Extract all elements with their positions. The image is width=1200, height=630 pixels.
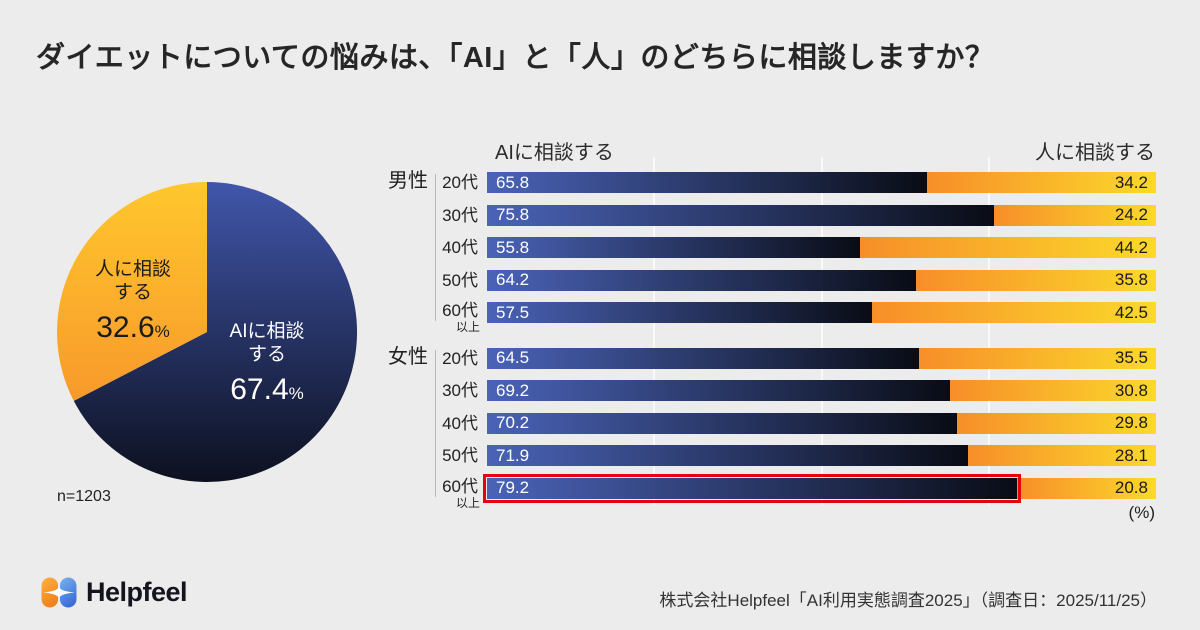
segment-ai: 75.8 [487,204,995,226]
bar-row: 65.8 34.2 [487,172,1156,193]
group-divider [435,174,436,321]
value-ai: 64.2 [496,270,530,289]
value-human: 30.8 [1114,380,1148,400]
group-label: 男性 [388,170,428,192]
bar-row: 69.2 30.8 [487,380,1156,401]
unit-label: (%) [1128,503,1155,522]
segment-human: 35.8 [916,269,1156,291]
age-label: 50代 [442,270,478,290]
segment-human: 35.5 [918,347,1156,369]
pie-label-ai-line1: AIに相談 [229,321,305,342]
value-human: 28.1 [1114,445,1148,465]
age-label: 60代 [442,476,478,496]
pie-slice-ai [73,182,358,483]
age-sublabel: 以上 [455,495,480,510]
bar-row: 55.8 44.2 [487,237,1156,258]
value-human: 34.2 [1114,172,1148,192]
value-human: 35.5 [1114,348,1148,367]
segment-human: 34.2 [927,172,1156,193]
group-divider [435,349,436,497]
bar-row: 57.5 42.5 [487,302,1156,323]
segment-human: 29.8 [956,412,1156,434]
pie-label-ai-line2: する [247,344,286,365]
value-human: 20.8 [1114,478,1148,497]
value-ai: 71.9 [496,445,530,465]
pie-label-ai: AIに相談 する 67.4% [177,320,357,410]
segment-ai: 70.2 [487,412,957,434]
pie-slice-human [57,182,207,401]
value-ai: 70.2 [496,413,530,432]
segment-human: 24.2 [994,204,1156,226]
segment-human: 42.5 [871,302,1156,323]
bar-row: 70.2 29.8 [487,412,1156,434]
segment-human: 20.8 [1016,477,1156,499]
helpfeel-logo-icon [41,577,77,608]
segment-ai: 71.9 [487,445,968,466]
age-sublabel: 以上 [455,320,480,334]
age-label: 40代 [442,413,478,433]
segment-ai: 69.2 [487,380,950,401]
group-label: 女性 [388,345,428,368]
bar-header-ai: AIに相談する [495,142,614,164]
page-title: ダイエットについての悩みは、「AI」と「人」のどちらに相談しますか？ [36,42,995,74]
segment-ai: 64.2 [487,269,917,291]
pie-chart [57,182,358,483]
helpfeel-logo: Helpfeel [40,576,188,609]
pie-value-ai: 67.4% [230,373,304,406]
sparkle-icon [43,587,75,598]
value-ai: 75.8 [496,205,530,224]
bar-row: 64.5 35.5 [487,347,1156,369]
age-label: 30代 [442,205,478,225]
segment-human: 28.1 [968,445,1156,466]
logo-text: Helpfeel [86,577,188,607]
segment-human: 44.2 [860,237,1156,258]
segment-human: 30.8 [949,380,1156,401]
value-ai: 65.8 [496,172,530,192]
bar-row: 64.2 35.8 [487,269,1156,291]
segment-ai: 57.5 [487,302,872,323]
value-ai: 57.5 [496,302,530,322]
highlight-box [483,473,1021,503]
segment-ai: 65.8 [487,172,928,193]
age-label: 20代 [442,348,478,368]
age-label: 40代 [442,238,478,257]
age-label: 50代 [442,446,478,465]
gridline [653,157,656,505]
value-human: 29.8 [1114,413,1148,432]
pie-label-human-line1: 人に相談 [94,259,171,280]
bar-row: 71.9 28.1 [487,445,1156,466]
age-label: 20代 [442,173,478,192]
value-human: 42.5 [1114,302,1148,322]
pie-label-human: 人に相談 する 32.6% [43,258,223,348]
age-label: 60代 [442,301,478,320]
gridline [987,157,990,505]
value-human: 24.2 [1114,205,1148,224]
value-ai: 64.5 [496,348,530,367]
segment-ai: 79.2 [487,477,1017,499]
gridline [820,157,823,505]
age-label: 30代 [442,381,478,400]
pie-value-human: 32.6% [96,311,170,344]
value-ai: 55.8 [496,237,530,257]
bar-row: 79.2 20.8 [487,477,1156,499]
value-ai: 69.2 [496,380,530,400]
pie-label-human-line2: する [113,282,152,303]
source-text: 株式会社Helpfeel「AI利用実態調査2025」（調査日：2025/11/2… [659,591,1157,610]
bar-row: 75.8 24.2 [487,204,1156,226]
bar-header-human: 人に相談する [1035,142,1155,164]
value-human: 44.2 [1114,237,1148,257]
value-ai: 79.2 [496,478,530,497]
value-human: 35.8 [1114,270,1148,289]
segment-ai: 55.8 [487,237,861,258]
sample-size: n=1203 [57,488,111,505]
segment-ai: 64.5 [487,347,919,369]
